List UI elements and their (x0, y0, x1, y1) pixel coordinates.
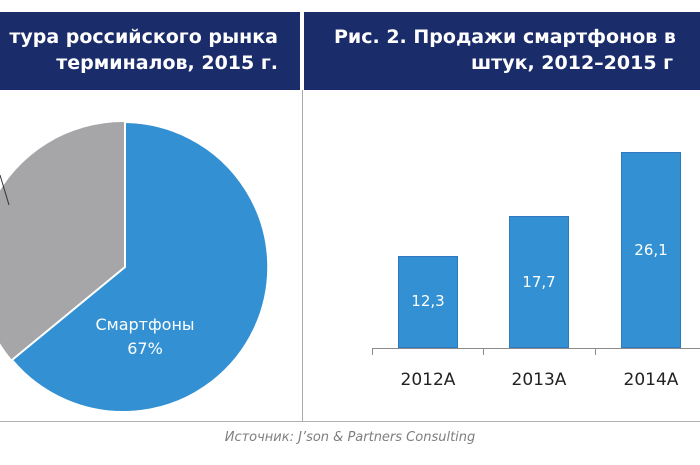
bar-value-2013: 17,7 (522, 273, 556, 291)
pie-label-smartphones: Смартфоны 67% (80, 313, 210, 361)
pie-slice-smartphones (10, 120, 270, 413)
bar-title-line1: Рис. 2. Продажи смартфонов в (334, 26, 676, 48)
axis-tick (372, 348, 373, 355)
x-label-2014: 2014A (623, 370, 679, 390)
bar-title-line2: штук, 2012–2015 г (471, 52, 674, 74)
source-note: Источник: J’son & Partners Consulting (224, 430, 476, 445)
bar-2012 (398, 256, 458, 348)
x-axis (372, 348, 700, 349)
axis-tick (483, 348, 484, 355)
bar-value-2014: 26,1 (634, 241, 668, 259)
pie-chart (0, 120, 270, 413)
axis-tick (595, 348, 596, 355)
pie-title-line2: терминалов, 2015 г. (56, 52, 278, 74)
leader-line (0, 174, 10, 206)
bar-value-2012: 12,3 (411, 292, 445, 310)
pie-title-line1: тура российского рынка (9, 26, 278, 48)
x-label-2012: 2012A (400, 370, 456, 390)
pie-slice-other (0, 121, 125, 360)
bar-chart-title: Рис. 2. Продажи смартфонов в штук, 2012–… (304, 12, 700, 90)
bar-2014 (621, 152, 681, 348)
pie-label-percent: 67% (127, 339, 163, 358)
pie-label-name: Смартфоны (95, 315, 195, 334)
pie-chart-title: тура российского рынка терминалов, 2015 … (0, 12, 300, 90)
panel-divider (302, 90, 303, 422)
bottom-rule (0, 421, 700, 422)
bar-2013 (509, 216, 569, 348)
x-label-2013: 2013A (511, 370, 567, 390)
